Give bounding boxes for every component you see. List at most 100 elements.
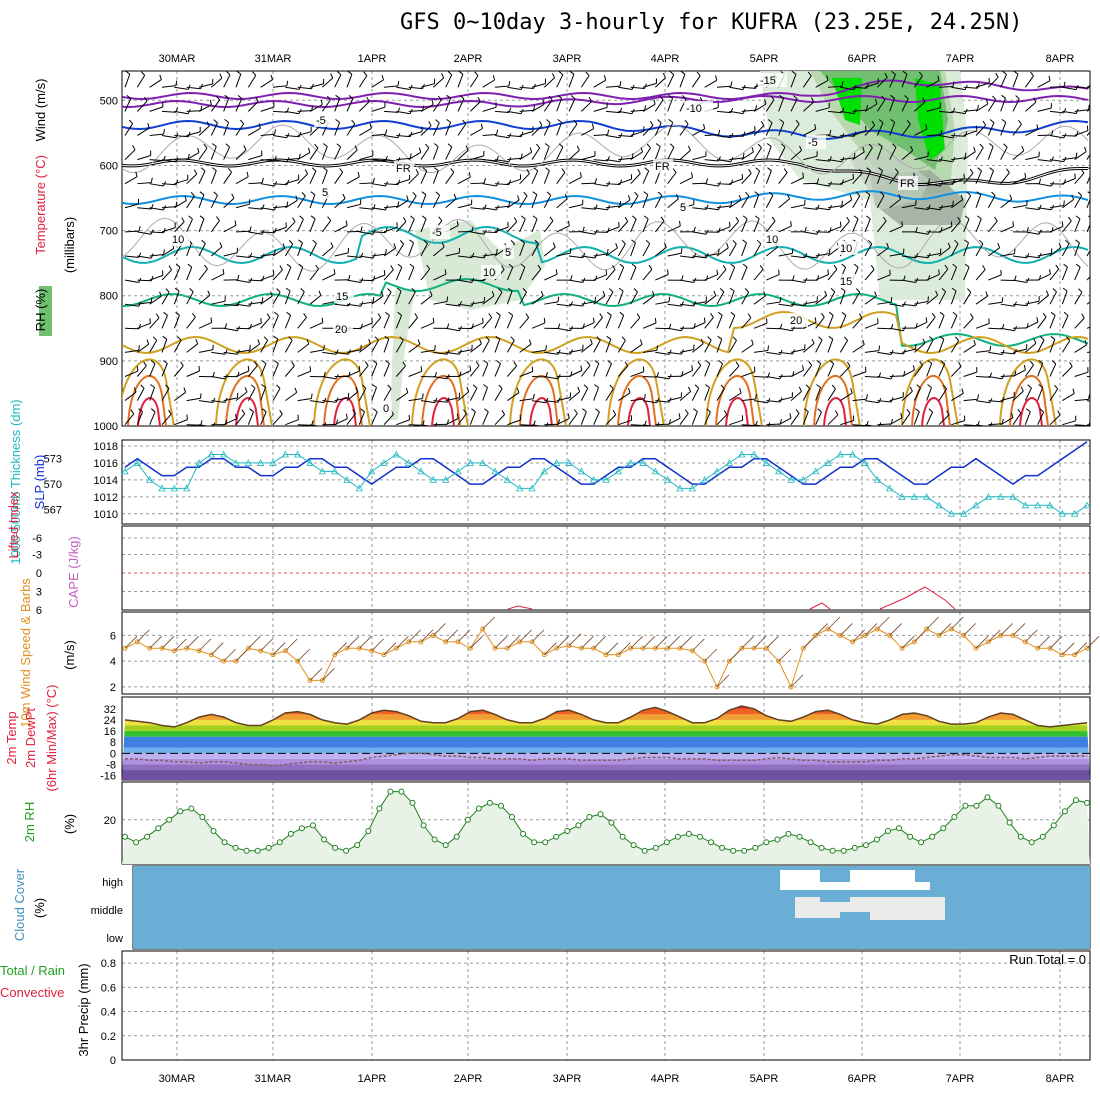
wind-barb: [618, 392, 631, 402]
wind-barb: [618, 110, 633, 115]
wind-barb: [864, 375, 880, 378]
wind-barb: [433, 376, 448, 380]
wind-barb: [1000, 327, 1015, 332]
wind-speed-point: [1022, 639, 1028, 645]
wind-barb-feather: [306, 339, 310, 345]
wind-barb: [248, 301, 263, 305]
wind-barb-feather: [438, 216, 443, 222]
wind-barb: [371, 387, 377, 401]
wind-barb-feather: [866, 167, 871, 172]
wind-barb: [568, 149, 580, 160]
wind-barb: [593, 339, 601, 353]
wind-barb-feather: [1063, 200, 1065, 206]
wind-barb: [248, 155, 262, 161]
wind-barb: [371, 106, 386, 112]
wind-barb: [334, 98, 341, 112]
wind-barb: [728, 340, 737, 353]
wind-barb-feather: [705, 178, 708, 184]
rh-line: [124, 791, 1088, 852]
wind-barb-feather: [549, 216, 554, 222]
wind-barb-feather: [940, 360, 946, 365]
wind-barb-10m: [297, 648, 310, 662]
wind-barb-feather: [634, 191, 639, 197]
wind-barb: [580, 387, 589, 401]
wind-barb-feather: [498, 384, 503, 389]
slp-point: [885, 484, 894, 492]
wind-barb-feather: [755, 394, 757, 400]
contour-label-bg: [678, 200, 689, 214]
wind-barb: [235, 349, 250, 353]
wind-barb: [260, 231, 275, 234]
wind-barb: [506, 340, 515, 353]
wind-barb: [1061, 290, 1068, 305]
wind-barb: [1025, 207, 1040, 211]
wind-barb-feather: [866, 105, 868, 111]
wind-barb: [1061, 340, 1071, 353]
wind-barb: [926, 316, 936, 329]
date-label-bottom: 1APR: [358, 1073, 387, 1085]
wind-barb: [938, 205, 953, 209]
wind-barb: [272, 110, 288, 113]
wind-barb: [605, 205, 620, 209]
wind-barb-feather: [149, 318, 151, 324]
wind-barb-feather: [537, 264, 542, 270]
wind-barb: [358, 101, 370, 112]
wind-barb: [618, 419, 632, 426]
contour-label-bg: [481, 265, 501, 279]
wind-barb-feather: [520, 239, 525, 244]
wind-barb: [765, 195, 774, 209]
wind-barb-feather: [387, 384, 392, 389]
wind-barb: [926, 159, 941, 162]
wind-barb: [1000, 98, 1006, 112]
wind-barb-feather: [961, 388, 964, 394]
temp-contour-35: [137, 397, 161, 426]
wind-barb: [667, 303, 682, 307]
temp-band: [122, 706, 1090, 709]
wind-barb: [149, 340, 158, 353]
wind-barb: [1025, 342, 1037, 353]
wind-barb: [149, 207, 164, 211]
wind-barb: [741, 291, 750, 305]
wind-barb: [1000, 351, 1015, 355]
wind-barb: [827, 183, 843, 185]
wind-barb: [568, 391, 581, 401]
wind-barb: [482, 253, 497, 257]
wind-barb-feather: [903, 275, 906, 281]
wind-barb-10m: [605, 642, 619, 655]
wind-barb-10m: [877, 616, 890, 630]
wind-barb-feather: [471, 252, 475, 258]
wind-barb: [938, 159, 953, 163]
wind-barb-feather: [513, 361, 518, 367]
wind-barb: [457, 176, 471, 185]
wind-barb: [235, 73, 242, 88]
wind-barb-feather: [977, 104, 979, 110]
wind-speed-point: [221, 658, 227, 664]
wind-barb-feather: [274, 227, 277, 233]
wind-barb-feather: [567, 220, 570, 226]
wind-barb: [618, 199, 631, 209]
wind-barb: [445, 74, 453, 88]
wind-barb-feather: [368, 339, 371, 345]
wind-barb: [729, 178, 743, 185]
wind-barb-feather: [915, 253, 919, 258]
rh-point: [321, 836, 327, 843]
wind-barb: [1012, 204, 1027, 209]
temp-contour-minus10: [122, 94, 1089, 109]
wind-barb-feather: [304, 169, 309, 175]
date-label-bottom: 7APR: [946, 1073, 975, 1085]
slp-point: [552, 459, 561, 466]
temp-bands: [122, 706, 1090, 780]
wind-barb: [753, 125, 765, 136]
wind-barb-feather: [1072, 388, 1075, 394]
rh-contour: [122, 217, 1089, 272]
wind-barb-feather: [580, 365, 583, 371]
wind-barb: [765, 220, 776, 233]
wind-barb: [161, 247, 175, 257]
wind-barb: [149, 106, 164, 112]
temp-band: [122, 725, 1090, 732]
wind-barb: [827, 363, 835, 377]
wind-barb-feather: [663, 242, 667, 248]
wind-barb: [704, 295, 717, 305]
wind-barb-feather: [234, 220, 237, 226]
wind-barb-feather: [322, 167, 328, 172]
